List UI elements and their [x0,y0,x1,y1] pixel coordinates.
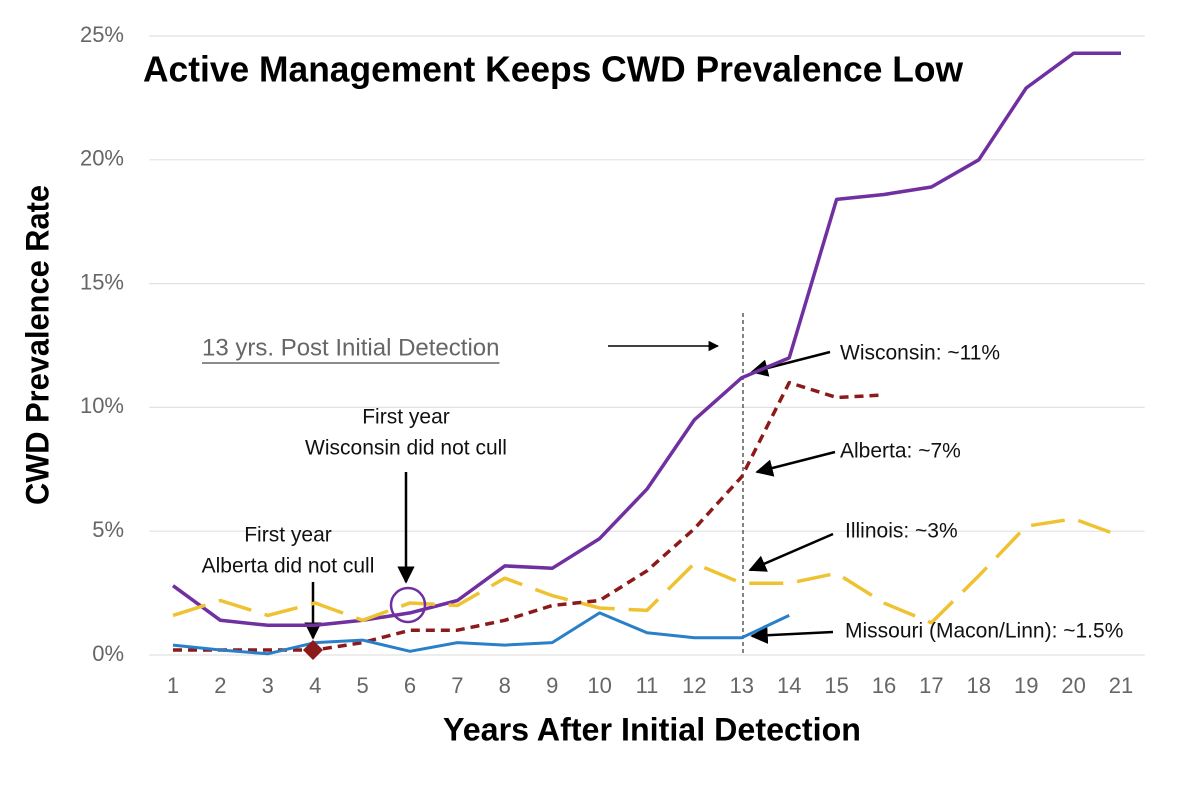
arrows [304,340,836,644]
arrow [750,626,834,644]
y-axis-title: CWD Prevalence Rate [19,185,55,505]
annotation: Wisconsin did not cull [305,437,507,460]
x-tick-label: 19 [1014,673,1038,698]
x-tick-label: 1 [167,673,179,698]
x-tick-label: 15 [824,673,848,698]
highlight-diamond [303,640,323,660]
grid [149,35,1145,656]
series-label: Missouri (Macon/Linn): ~1.5% [845,620,1123,643]
x-tick-label: 12 [682,673,706,698]
x-tick-label: 4 [309,673,321,698]
x-tick-label: 2 [214,673,226,698]
y-tick-label: 25% [80,22,124,47]
x-tick-label: 16 [872,673,896,698]
x-tick-label: 17 [919,673,943,698]
x-tick-label: 6 [404,673,416,698]
annotation: First year [244,524,332,547]
x-tick-label: 5 [356,673,368,698]
series-line [172,611,790,656]
x-tick-label: 14 [777,673,801,698]
series-label: Wisconsin: ~11% [840,342,1000,365]
y-tick-label: 5% [92,517,124,542]
x-tick-label: 18 [967,673,991,698]
y-tick-label: 15% [80,269,124,294]
x-tick-label: 7 [451,673,463,698]
series-label: Alberta: ~7% [840,440,961,463]
x-tick-label: 10 [587,673,611,698]
x-tick-label: 11 [636,673,659,698]
highlight-circle [389,586,427,624]
x-axis-title: Years After Initial Detection [443,711,861,747]
series-line [172,517,1122,625]
arrow [755,450,836,477]
x-tick-label: 9 [546,673,558,698]
series-line [171,51,1121,628]
x-tick-label: 8 [499,673,511,698]
series-line [173,380,885,652]
series-label: Illinois: ~3% [845,520,958,543]
x-tick-label: 21 [1109,673,1133,698]
y-tick-label: 10% [80,393,124,418]
annotation: Alberta did not cull [202,555,375,578]
x-tick-label: 3 [262,673,274,698]
chart-title: Active Management Keeps CWD Prevalence L… [143,49,964,90]
annotation: 13 yrs. Post Initial Detection [202,334,499,361]
arrow [748,532,834,572]
y-tick-label: 20% [80,146,124,171]
x-tick-label: 20 [1061,673,1085,698]
y-tick-label: 0% [92,641,124,666]
x-tick-label: 13 [730,673,754,698]
annotation: First year [362,406,450,429]
